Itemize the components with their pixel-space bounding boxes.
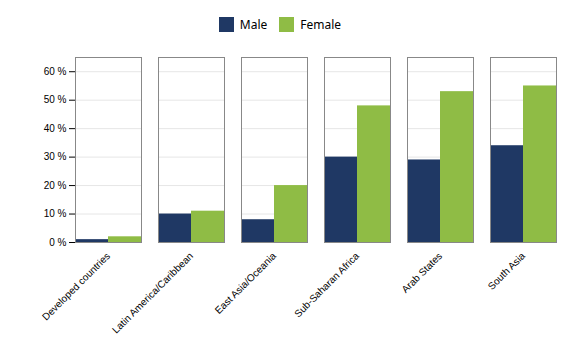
svg-text:South Asia: South Asia — [486, 250, 528, 292]
html-text:Female: Female — [300, 16, 342, 33]
svg-text:20 %: 20 % — [44, 180, 67, 191]
svg-text:Latin America/Caribbean: Latin America/Caribbean — [110, 250, 195, 335]
svg-text:40 %: 40 % — [44, 123, 67, 134]
svg-text:50 %: 50 % — [44, 94, 67, 105]
svg-text:30 %: 30 % — [44, 151, 67, 162]
svg-text:60 %: 60 % — [44, 66, 67, 77]
svg-text:East Asia/Oceania: East Asia/Oceania — [213, 250, 279, 316]
svg-text:Developed countries: Developed countries — [40, 250, 112, 322]
svg-text:0 %: 0 % — [49, 237, 66, 248]
svg-text:Sub-Saharan Africa: Sub-Saharan Africa — [292, 250, 361, 319]
svg-text:Arab States: Arab States — [399, 250, 444, 295]
html-text:Male: Male — [239, 16, 268, 33]
svg-text:10 %: 10 % — [44, 208, 67, 219]
